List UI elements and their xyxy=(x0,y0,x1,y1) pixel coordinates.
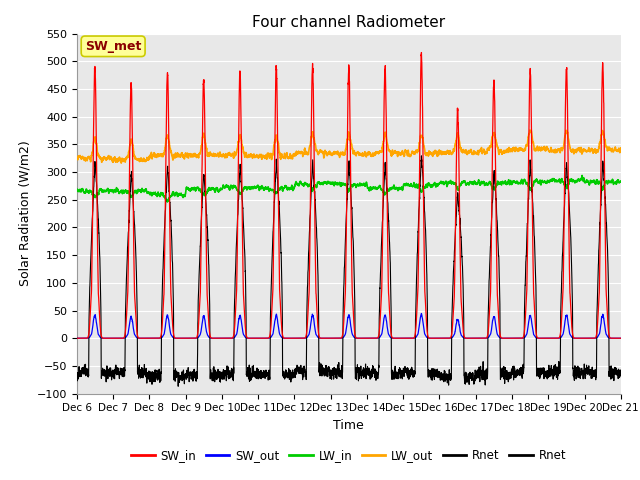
Text: SW_met: SW_met xyxy=(85,40,141,53)
Legend: SW_in, SW_out, LW_in, LW_out, Rnet, Rnet: SW_in, SW_out, LW_in, LW_out, Rnet, Rnet xyxy=(126,444,572,467)
Y-axis label: Solar Radiation (W/m2): Solar Radiation (W/m2) xyxy=(18,141,31,287)
Title: Four channel Radiometer: Four channel Radiometer xyxy=(252,15,445,30)
X-axis label: Time: Time xyxy=(333,419,364,432)
